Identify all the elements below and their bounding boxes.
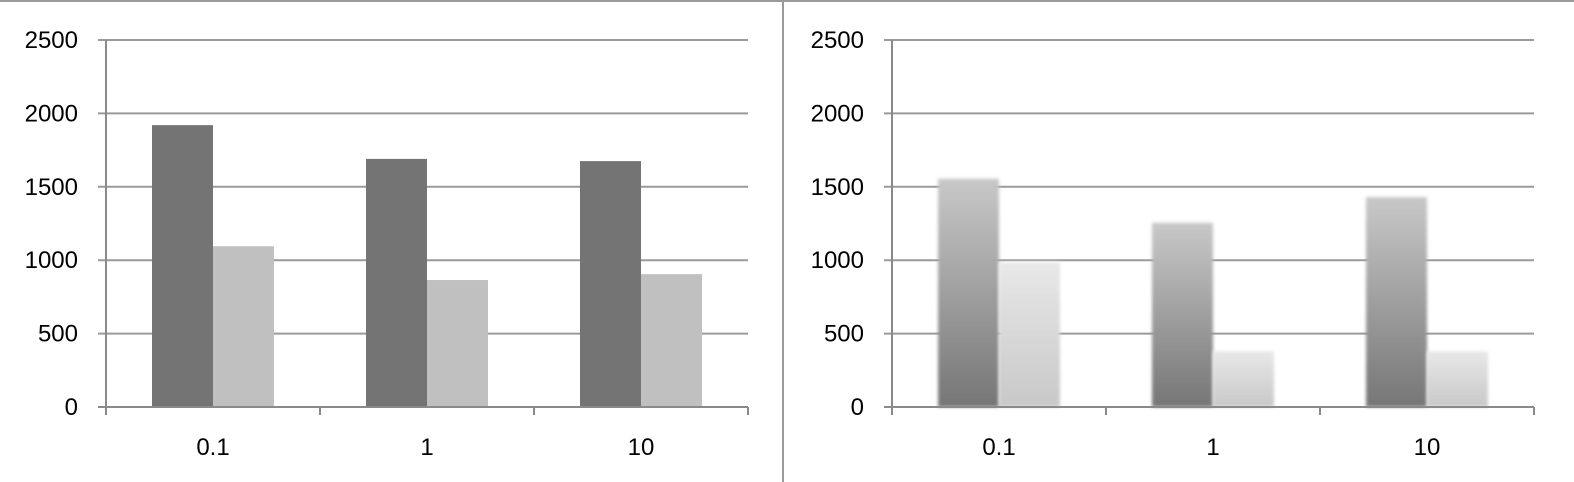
x-tick-label: 10	[628, 434, 655, 461]
y-tick-label: 2500	[25, 27, 78, 54]
bar-10-series-2	[1427, 351, 1488, 407]
bar-10-series-2	[641, 274, 702, 407]
y-tick-label: 0	[65, 394, 78, 421]
x-tick-label: 0.1	[196, 434, 229, 461]
y-tick-label: 1500	[811, 174, 864, 201]
x-tick-label: 10	[1414, 434, 1441, 461]
bar-1-series-1	[1152, 222, 1213, 407]
bar-0_1-series-2	[213, 246, 274, 407]
y-tick-label: 2000	[25, 100, 78, 127]
bar-0_1-series-1	[938, 178, 999, 407]
frame-top-border	[0, 0, 1574, 2]
y-tick-label: 1000	[811, 247, 864, 274]
bar-10-series-1	[580, 161, 641, 407]
y-tick-label: 2000	[811, 100, 864, 127]
y-tick-label: 500	[824, 321, 864, 348]
y-tick-label: 1000	[25, 247, 78, 274]
bar-10-series-1	[1366, 197, 1427, 407]
bar-1-series-2	[427, 280, 488, 407]
bar-chart-right: 0 500 1000 1500 2000 2500 0.1 1 10	[811, 27, 1535, 461]
bar-chart-left: 0 500 1000 1500 2000 2500 0.1 1 10	[25, 27, 749, 461]
x-tick-label: 0.1	[982, 434, 1015, 461]
bar-1-series-1	[366, 158, 427, 407]
y-tick-label: 500	[38, 321, 78, 348]
x-tick-label: 1	[1206, 434, 1219, 461]
bar-0_1-series-1	[152, 125, 213, 408]
x-tick-label: 1	[420, 434, 433, 461]
y-tick-label: 1500	[25, 174, 78, 201]
bar-0_1-series-2	[999, 262, 1060, 407]
y-tick-label: 2500	[811, 27, 864, 54]
bar-1-series-2	[1213, 351, 1274, 407]
y-tick-label: 0	[851, 394, 864, 421]
panel-divider	[782, 0, 784, 482]
